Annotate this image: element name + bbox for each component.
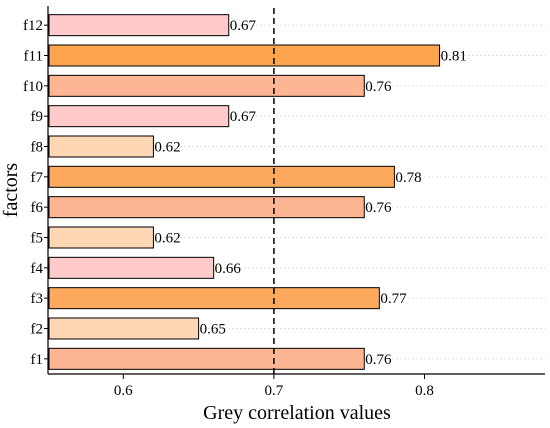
x-tick-label-0.6: 0.6 bbox=[114, 383, 133, 399]
bar-f8 bbox=[48, 135, 154, 158]
y-tick-label-f1: f1 bbox=[31, 352, 44, 368]
axis-layer bbox=[44, 6, 545, 379]
x-axis-title: Grey correlation values bbox=[203, 402, 391, 424]
y-tick-label-f4: f4 bbox=[31, 261, 44, 277]
bar-f5 bbox=[48, 226, 154, 249]
data-label-f8: 0.62 bbox=[154, 140, 180, 156]
data-label-f1: 0.76 bbox=[365, 352, 392, 368]
y-tick-label-f11: f11 bbox=[24, 49, 43, 65]
bar-f9 bbox=[48, 105, 230, 128]
bar-f2 bbox=[48, 317, 200, 340]
data-label-f12: 0.67 bbox=[230, 18, 257, 34]
data-label-f3: 0.77 bbox=[380, 291, 407, 307]
data-label-f6: 0.76 bbox=[365, 200, 392, 216]
x-tick-label-0.7: 0.7 bbox=[265, 383, 284, 399]
data-label-f4: 0.66 bbox=[215, 261, 242, 277]
bar-f6 bbox=[48, 196, 365, 219]
bar-f11 bbox=[48, 44, 441, 67]
y-tick-label-f6: f6 bbox=[31, 200, 44, 216]
y-tick-label-f5: f5 bbox=[31, 231, 44, 247]
data-label-f10: 0.76 bbox=[365, 79, 392, 95]
y-tick-label-f9: f9 bbox=[31, 109, 44, 125]
y-axis-title: factors bbox=[0, 163, 22, 218]
data-label-f2: 0.65 bbox=[200, 322, 226, 338]
x-tick-label-0.8: 0.8 bbox=[415, 383, 434, 399]
y-tick-label-f3: f3 bbox=[31, 291, 44, 307]
bar-f1 bbox=[48, 347, 365, 370]
bar-f3 bbox=[48, 287, 380, 310]
data-label-f5: 0.62 bbox=[154, 231, 180, 247]
y-tick-label-f8: f8 bbox=[31, 140, 44, 156]
bar-f7 bbox=[48, 165, 395, 188]
data-label-f7: 0.78 bbox=[395, 170, 421, 186]
bar-layer bbox=[48, 14, 441, 370]
data-label-f11: 0.81 bbox=[441, 49, 467, 65]
bar-f12 bbox=[48, 14, 230, 37]
data-label-f9: 0.67 bbox=[230, 109, 257, 125]
label-layer: 0.76 f1 0.65 f2 0.77 f3 0.66 f4 0.62 f5 0.76 f6 0.78… bbox=[23, 18, 467, 399]
y-tick-label-f7: f7 bbox=[31, 170, 44, 186]
y-tick-label-f2: f2 bbox=[31, 322, 44, 338]
y-tick-label-f12: f12 bbox=[23, 18, 43, 34]
y-tick-label-f10: f10 bbox=[23, 79, 43, 95]
bar-f10 bbox=[48, 74, 365, 97]
bar-f4 bbox=[48, 256, 215, 279]
